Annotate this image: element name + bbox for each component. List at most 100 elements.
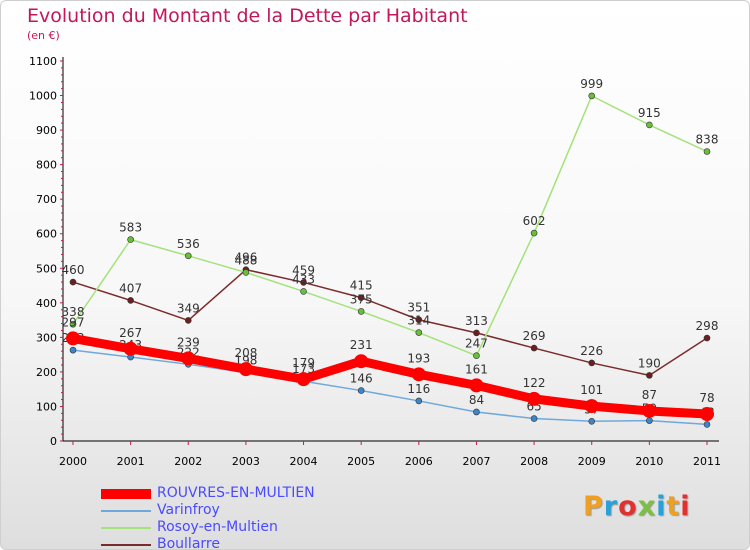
y-tick-label: 400 <box>36 297 57 310</box>
data-point <box>588 359 596 367</box>
series-line-2 <box>72 95 708 357</box>
x-tick-label: 2009 <box>578 455 606 468</box>
data-label: 193 <box>407 351 430 365</box>
data-label: 101 <box>580 383 603 397</box>
x-tick-label: 2010 <box>635 455 663 468</box>
y-tick-label: 1000 <box>29 90 57 103</box>
data-label: 496 <box>234 251 257 265</box>
data-label: 583 <box>119 221 142 235</box>
data-point <box>66 331 80 346</box>
x-tick-label: 2005 <box>347 455 375 468</box>
x-tick-label: 2006 <box>405 455 433 468</box>
data-point <box>415 329 423 336</box>
x-tick-label: 2004 <box>290 455 318 468</box>
data-label: 313 <box>465 314 488 328</box>
data-point <box>530 344 538 352</box>
legend-label-rouvres: ROUVRES-EN-MULTIEN <box>157 485 315 501</box>
data-point <box>527 391 542 406</box>
data-point <box>473 329 480 337</box>
legend-label-boullarre: Boullarre <box>157 536 220 550</box>
series-line-0 <box>68 333 712 419</box>
proxiti-logo: Proxiti <box>583 491 691 522</box>
data-label: 247 <box>465 337 488 351</box>
data-label: 84 <box>469 393 484 407</box>
data-point <box>300 279 307 286</box>
data-point <box>181 351 196 366</box>
data-label: 190 <box>638 356 661 370</box>
data-label: 999 <box>580 77 603 91</box>
x-tick-label: 2007 <box>462 455 490 468</box>
x-tick-label: 2001 <box>117 455 145 468</box>
series-line-3 <box>72 268 708 377</box>
data-label: 536 <box>177 237 200 251</box>
data-point <box>357 308 365 315</box>
data-point <box>646 372 653 379</box>
legend-swatch-rouvres <box>101 489 151 499</box>
data-label: 161 <box>465 362 488 376</box>
data-label: 146 <box>350 372 373 386</box>
data-label: 915 <box>638 106 661 120</box>
data-label: 239 <box>177 335 200 349</box>
data-label: 78 <box>699 391 714 405</box>
data-label: 351 <box>407 301 430 315</box>
data-point <box>584 399 599 414</box>
data-point <box>700 407 714 422</box>
data-point <box>646 417 653 424</box>
data-label: 459 <box>292 263 315 277</box>
data-label: 415 <box>350 279 373 293</box>
data-point <box>184 252 192 260</box>
data-point <box>469 378 484 393</box>
y-tick-label: 0 <box>50 435 57 448</box>
data-label: 338 <box>62 305 85 319</box>
data-label: 267 <box>119 326 142 340</box>
data-label: 87 <box>642 388 657 402</box>
data-point <box>357 294 365 301</box>
data-point <box>703 334 711 342</box>
data-label: 375 <box>350 292 373 306</box>
data-point <box>127 297 134 304</box>
data-label: 349 <box>177 301 200 315</box>
data-point <box>238 362 253 377</box>
data-point <box>184 317 192 324</box>
data-label: 433 <box>292 272 315 286</box>
data-point <box>642 403 657 418</box>
data-label: 314 <box>407 314 430 328</box>
data-label: 460 <box>62 263 85 277</box>
data-label: 179 <box>292 356 315 370</box>
chart-title: Evolution du Montant de la Dette par Hab… <box>27 5 468 27</box>
data-point <box>415 397 423 405</box>
y-tick-label: 900 <box>36 124 57 137</box>
data-point <box>588 92 596 100</box>
x-tick-label: 2000 <box>59 455 87 468</box>
data-label: 208 <box>234 346 257 360</box>
chart-subtitle: (en €) <box>27 29 60 42</box>
data-point <box>354 354 369 369</box>
y-tick-label: 800 <box>36 159 57 172</box>
data-label: 602 <box>523 214 546 228</box>
data-point <box>69 278 77 286</box>
data-point <box>530 415 538 422</box>
data-label: 407 <box>119 281 142 295</box>
data-point <box>357 387 365 394</box>
x-tick-label: 2008 <box>520 455 548 468</box>
legend-label-rosoy: Rosoy-en-Multien <box>157 519 278 535</box>
data-point <box>530 229 538 237</box>
data-label: 116 <box>407 382 430 396</box>
y-tick-label: 600 <box>36 228 57 241</box>
legend-swatch-rosoy <box>101 527 151 529</box>
legend-label-varinfroy: Varinfroy <box>157 502 220 518</box>
series-line-1 <box>72 349 708 426</box>
data-point <box>473 408 480 416</box>
data-point <box>127 236 134 243</box>
data-point <box>703 148 711 155</box>
data-point <box>411 367 426 382</box>
data-label: 122 <box>523 376 546 390</box>
data-label: 298 <box>696 319 719 333</box>
y-tick-label: 700 <box>36 193 57 206</box>
data-label: 488 <box>234 253 257 267</box>
data-point <box>703 421 711 428</box>
data-point <box>242 269 250 276</box>
y-tick-label: 500 <box>36 262 57 275</box>
